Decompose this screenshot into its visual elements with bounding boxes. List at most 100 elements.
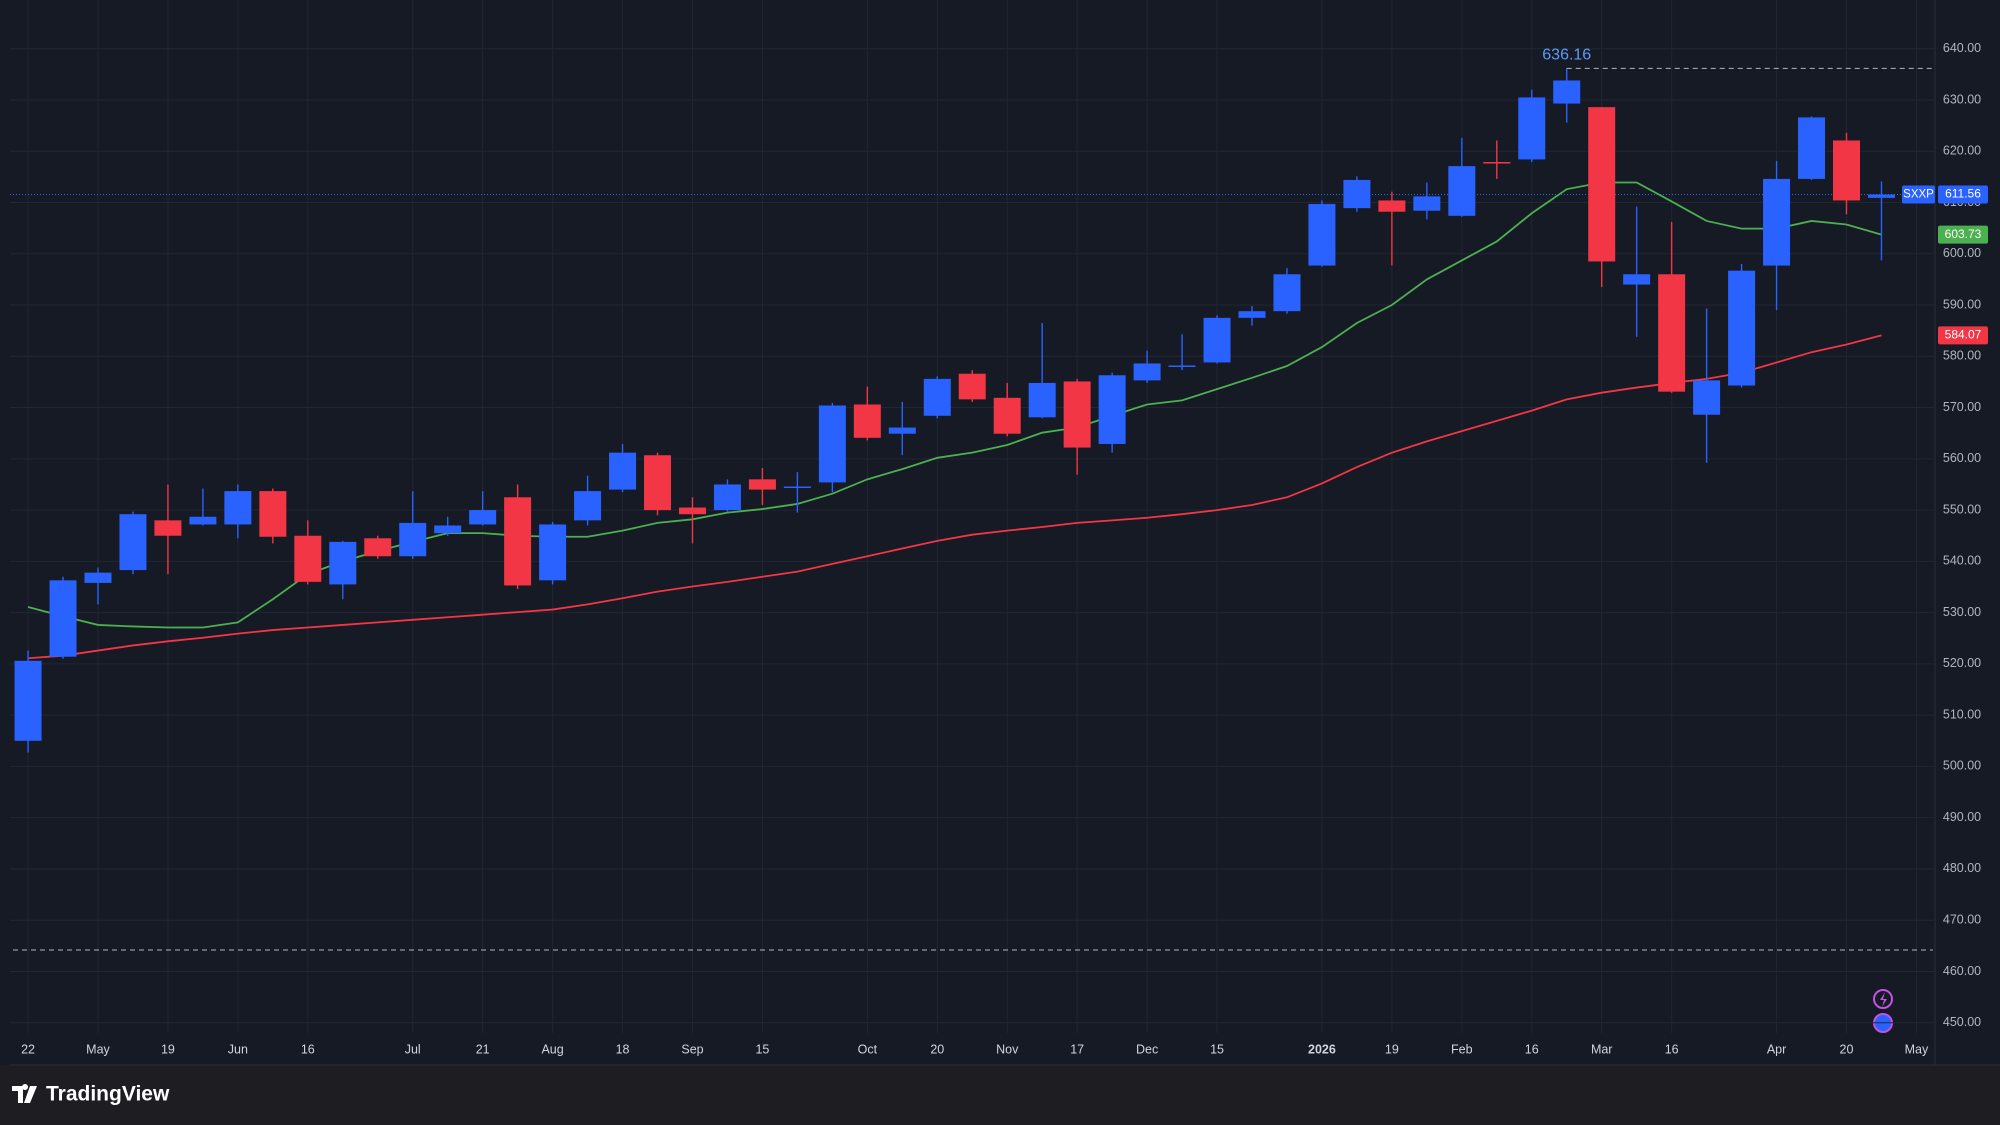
- candle-body: [609, 452, 637, 490]
- y-tick-label: 490.00: [1943, 810, 1981, 824]
- candle-body: [539, 524, 567, 581]
- candle-body: [783, 486, 811, 489]
- moving-average-tag-box: [1938, 326, 1988, 345]
- x-tick-label: 20: [1840, 1042, 1854, 1056]
- moving-average-tag-box: [1938, 225, 1988, 244]
- candle-body: [399, 522, 427, 557]
- candle-body: [1098, 375, 1126, 444]
- candle-body: [1028, 382, 1056, 418]
- x-tick-label: 18: [616, 1042, 630, 1056]
- x-tick-label: Nov: [996, 1042, 1019, 1056]
- candle-body: [84, 572, 112, 583]
- x-tick-label: May: [86, 1042, 110, 1056]
- y-tick-label: 550.00: [1943, 502, 1981, 516]
- x-tick-label: 21: [476, 1042, 490, 1056]
- candle-body: [1518, 97, 1546, 160]
- y-tick-label: 640.00: [1943, 41, 1981, 55]
- candle-body: [329, 541, 357, 585]
- candle-body: [1867, 194, 1895, 198]
- y-tick-label: 450.00: [1943, 1015, 1981, 1029]
- candle-body: [1832, 140, 1860, 201]
- candle-body: [853, 404, 881, 438]
- y-tick-label: 590.00: [1943, 297, 1981, 311]
- candle-body: [1483, 161, 1511, 164]
- candle-body: [224, 491, 252, 525]
- candle-body: [678, 507, 706, 515]
- x-tick-label: Jun: [228, 1042, 248, 1056]
- candle-body: [189, 516, 217, 525]
- candle-body: [958, 373, 986, 400]
- x-tick-label: Jul: [405, 1042, 421, 1056]
- x-tick-label: Mar: [1591, 1042, 1613, 1056]
- moving-average-tag: 584.07: [1945, 328, 1982, 342]
- candle-body: [259, 491, 287, 537]
- candle-body: [1378, 200, 1406, 212]
- y-tick-label: 500.00: [1943, 759, 1981, 773]
- candle-body: [1133, 363, 1161, 381]
- x-tick-label: Apr: [1767, 1042, 1786, 1056]
- candle-body: [818, 405, 846, 483]
- candle-body: [923, 378, 951, 416]
- candle-body: [434, 525, 462, 534]
- y-tick-label: 510.00: [1943, 707, 1981, 721]
- candle-body: [1553, 80, 1581, 104]
- candle-body: [1763, 178, 1791, 266]
- candle-body: [119, 514, 147, 571]
- y-tick-label: 470.00: [1943, 913, 1981, 927]
- last-price-tag-box: [1938, 185, 1988, 204]
- footer-bar: [0, 1065, 2000, 1125]
- x-tick-label: Aug: [541, 1042, 563, 1056]
- x-tick-label: 16: [1665, 1042, 1679, 1056]
- x-tick-label: Sep: [681, 1042, 703, 1056]
- candle-body: [504, 497, 532, 586]
- candle-body: [574, 491, 602, 521]
- x-tick-label: 16: [1525, 1042, 1539, 1056]
- x-tick-label: 15: [1210, 1042, 1224, 1056]
- y-tick-label: 460.00: [1943, 964, 1981, 978]
- last-price-tag: 611.56: [1945, 187, 1981, 201]
- x-tick-label: 15: [755, 1042, 769, 1056]
- x-tick-label: 16: [301, 1042, 315, 1056]
- x-tick-label: Oct: [858, 1042, 878, 1056]
- candle-body: [49, 580, 77, 657]
- alert-bolt: [1880, 992, 1887, 1007]
- y-tick-label: 580.00: [1943, 349, 1981, 363]
- candle-body: [14, 660, 42, 741]
- x-tick-label: Feb: [1451, 1042, 1473, 1056]
- candle-body: [1448, 166, 1476, 216]
- brand-name: TradingView: [46, 1083, 170, 1106]
- y-tick-label: 630.00: [1943, 92, 1981, 106]
- candle-body: [1588, 107, 1616, 262]
- moving-average-line: [27, 334, 1882, 660]
- candle-body: [748, 479, 776, 490]
- x-tick-label: 19: [161, 1042, 175, 1056]
- y-tick-label: 560.00: [1943, 451, 1981, 465]
- candle-body: [1203, 317, 1231, 363]
- symbol-tag: SXXP: [1903, 189, 1934, 201]
- y-tick-label: 530.00: [1943, 605, 1981, 619]
- x-tick-label: 17: [1070, 1042, 1084, 1056]
- x-tick-label: 22: [21, 1042, 35, 1056]
- y-tick-label: 600.00: [1943, 246, 1981, 260]
- candle-body: [1798, 117, 1826, 179]
- alert-icon: [1873, 989, 1893, 1009]
- x-tick-label: Dec: [1136, 1042, 1158, 1056]
- candle-body: [1343, 179, 1371, 209]
- candle-body: [993, 397, 1021, 434]
- axes: 450.00 460.00 470.00 480.00 490.00 500.00 510.…: [21, 41, 1988, 1056]
- x-tick-label: 20: [930, 1042, 944, 1056]
- moving-average-tag: 603.73: [1945, 227, 1982, 241]
- candle-body: [469, 510, 497, 525]
- candle-body: [1273, 274, 1301, 312]
- y-tick-label: 480.00: [1943, 861, 1981, 875]
- high-label: 636.16: [1542, 47, 1591, 64]
- candle-body: [1623, 274, 1651, 285]
- candle-body: [644, 455, 672, 511]
- candle-body: [1308, 204, 1336, 266]
- candle-body: [1413, 196, 1441, 211]
- logo-icon: [12, 1084, 37, 1103]
- plot: 636.16: [10, 47, 1935, 951]
- candle-body: [1693, 380, 1721, 415]
- y-tick-label: 520.00: [1943, 656, 1981, 670]
